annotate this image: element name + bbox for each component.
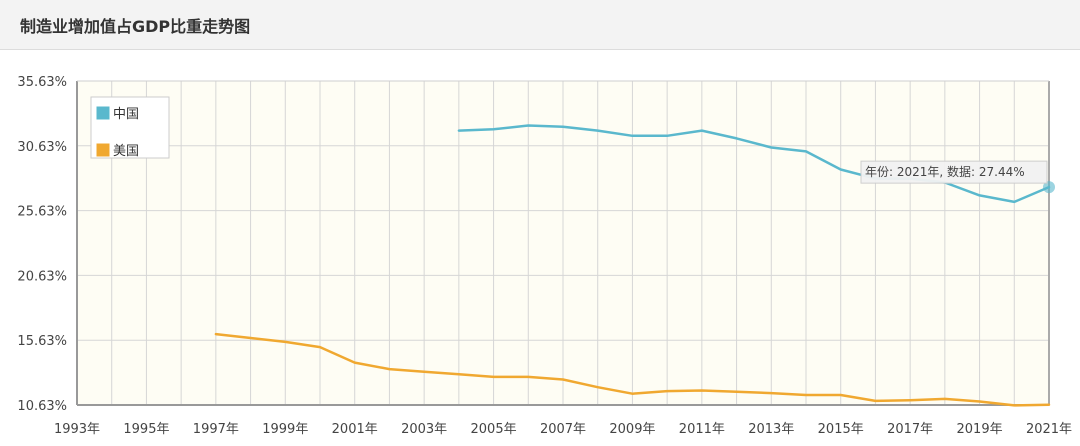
- legend-swatch: [95, 105, 111, 121]
- x-tick-label: 2011年: [679, 422, 725, 437]
- y-tick-label: 25.63%: [17, 205, 67, 220]
- x-tick-label: 1999年: [262, 422, 308, 437]
- series-line-usa: [214, 332, 1051, 407]
- tooltip-box: [860, 160, 1048, 184]
- x-tick-label: 2015年: [818, 422, 864, 437]
- series-line-china: [457, 124, 1051, 204]
- x-tick-label: 2001年: [332, 422, 378, 437]
- y-tick-label: 20.63%: [17, 269, 67, 284]
- x-tick-label: 1993年: [54, 422, 100, 437]
- legend-label[interactable]: 美国: [113, 144, 139, 159]
- y-tick-label: 35.63%: [17, 75, 67, 90]
- x-tick-label: 1997年: [193, 422, 239, 437]
- x-tick-label: 2007年: [540, 422, 586, 437]
- legend-label[interactable]: 中国: [113, 107, 139, 122]
- legend-swatch: [95, 142, 111, 158]
- x-tick-label: 1995年: [123, 422, 169, 437]
- x-tick-label: 2003年: [401, 422, 447, 437]
- y-tick-label: 10.63%: [17, 399, 67, 414]
- x-tick-label: 2017年: [887, 422, 933, 437]
- x-tick-label: 2019年: [957, 422, 1003, 437]
- x-tick-label: 2021年: [1026, 422, 1072, 437]
- x-tick-label: 2009年: [609, 422, 655, 437]
- x-tick-label: 2013年: [748, 422, 794, 437]
- x-tick-label: 2005年: [471, 422, 517, 437]
- chart-header: 制造业增加值占GDP比重走势图: [0, 0, 1080, 50]
- tooltip-text: 年份: 2021年, 数据: 27.44%: [865, 164, 1025, 179]
- chart-title: 制造业增加值占GDP比重走势图: [20, 17, 251, 36]
- y-tick-label: 30.63%: [17, 140, 67, 155]
- y-tick-label: 15.63%: [17, 334, 67, 349]
- hover-point-marker[interactable]: [1043, 181, 1055, 194]
